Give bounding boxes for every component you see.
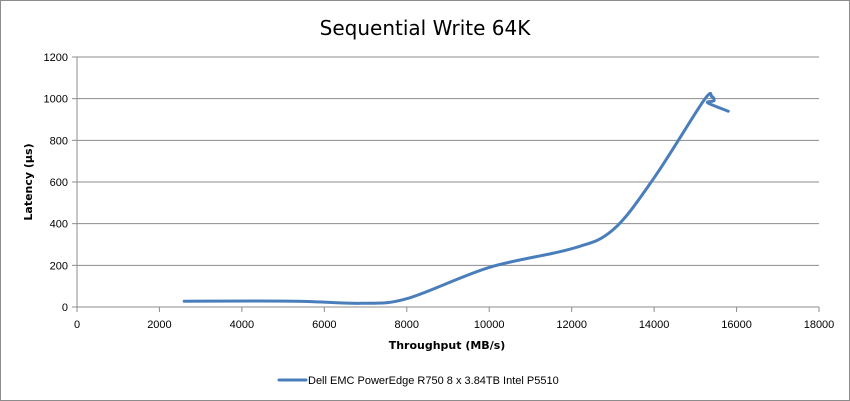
x-tick-label: 18000 <box>804 319 835 331</box>
x-tick-label: 16000 <box>721 319 752 331</box>
legend: Dell EMC PowerEdge R750 8 x 3.84TB Intel… <box>277 375 559 387</box>
series-line-0 <box>182 91 730 305</box>
series-lines <box>182 91 730 305</box>
x-tick-label: 6000 <box>312 319 336 331</box>
x-tick-label: 12000 <box>556 319 587 331</box>
gridlines <box>77 56 819 266</box>
chart-title: Sequential Write 64K <box>320 16 532 40</box>
x-tick-label: 14000 <box>639 319 670 331</box>
x-tick-label: 8000 <box>395 319 419 331</box>
x-tick-label: 2000 <box>147 319 171 331</box>
x-axis-title: Throughput (MB/s) <box>389 339 506 352</box>
y-tick-label: 400 <box>50 219 68 231</box>
x-tick-label: 0 <box>74 319 80 331</box>
y-tick-label: 1200 <box>44 52 68 64</box>
y-tick-label: 1000 <box>44 94 68 106</box>
y-tick-label: 200 <box>50 260 68 272</box>
y-tick-label: 0 <box>62 302 68 314</box>
legend-label: Dell EMC PowerEdge R750 8 x 3.84TB Intel… <box>308 375 559 387</box>
y-tick-label: 800 <box>50 135 68 147</box>
y-tick-label: 600 <box>50 177 68 189</box>
axes <box>72 56 820 312</box>
x-tick-label: 10000 <box>474 319 505 331</box>
y-axis-title: Latency (µs) <box>22 143 35 220</box>
x-tick-label: 4000 <box>230 319 254 331</box>
